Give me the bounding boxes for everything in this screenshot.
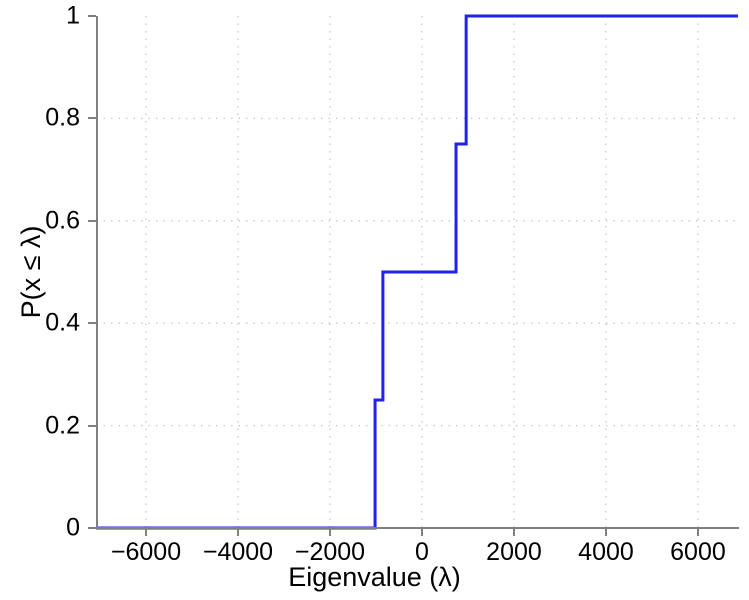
- y-tick-label: 0.2: [45, 411, 80, 440]
- y-tick-mark: [88, 424, 96, 427]
- plot-area: [96, 14, 738, 530]
- x-tick-label: 6000: [670, 538, 726, 566]
- y-tick-label: 1: [66, 1, 80, 30]
- x-tick-mark: [604, 528, 607, 536]
- x-tick-label: −4000: [202, 538, 274, 566]
- x-tick-mark: [328, 528, 331, 536]
- y-tick-label: 0.6: [45, 206, 80, 235]
- y-tick-mark: [88, 322, 96, 325]
- y-axis-title: P(x ≤ λ): [16, 225, 46, 319]
- x-tick-label: −6000: [110, 538, 182, 566]
- y-tick-mark: [88, 15, 96, 17]
- y-tick-label: 0.4: [45, 308, 80, 337]
- x-tick-label: −2000: [294, 538, 366, 566]
- x-tick-mark: [512, 528, 515, 536]
- y-tick-label: 0.8: [45, 103, 80, 132]
- x-tick-mark: [236, 528, 239, 536]
- x-tick-label: 4000: [578, 538, 634, 566]
- x-tick-mark: [145, 528, 147, 536]
- x-tick-mark: [420, 528, 423, 536]
- x-axis-line: [96, 527, 739, 529]
- ecdf-step-line: [96, 14, 738, 530]
- y-tick-mark: [88, 117, 96, 120]
- y-tick-mark: [88, 527, 96, 529]
- x-axis-title: Eigenvalue (λ): [288, 562, 461, 592]
- x-tick-mark: [696, 528, 699, 536]
- plot-canvas: [96, 14, 738, 530]
- y-axis-line: [96, 16, 98, 529]
- x-tick-label: 2000: [486, 538, 542, 566]
- x-tick-label: 0: [415, 538, 429, 566]
- y-tick-label: 0: [66, 513, 80, 542]
- y-tick-mark: [88, 219, 96, 222]
